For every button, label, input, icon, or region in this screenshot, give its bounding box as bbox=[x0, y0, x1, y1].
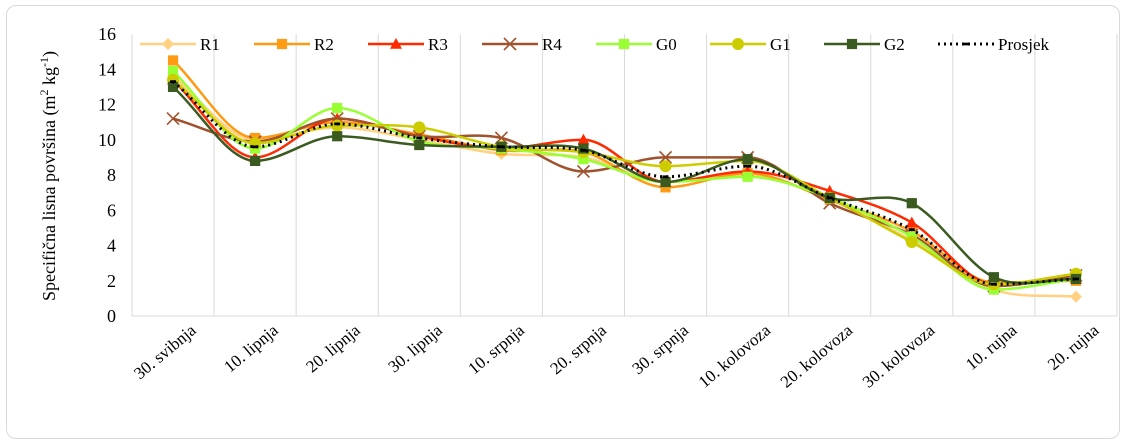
legend-marker bbox=[390, 38, 402, 49]
data-point bbox=[167, 81, 179, 92]
x-tick-label: 30. lipnja bbox=[384, 320, 446, 376]
data-point bbox=[578, 154, 589, 165]
data-point bbox=[826, 196, 833, 200]
legend: R1 R2 R3 R4 G0 G1 G2 Prosjek bbox=[140, 35, 1050, 54]
legend-marker bbox=[846, 38, 858, 50]
data-point bbox=[905, 216, 918, 228]
y-tick-label: 8 bbox=[107, 165, 116, 185]
data-point bbox=[252, 145, 259, 149]
y-axis: 0 2 4 6 8 10 12 14 16 bbox=[98, 24, 116, 326]
data-point bbox=[905, 235, 918, 248]
data-point bbox=[744, 164, 751, 168]
legend-marker bbox=[618, 38, 630, 50]
x-tick-label: 10. rujna bbox=[962, 320, 1021, 374]
series-prosjek bbox=[170, 80, 1079, 286]
data-point bbox=[658, 150, 673, 164]
data-point bbox=[250, 155, 261, 166]
data-point bbox=[498, 145, 505, 149]
legend-item-r1: R1 bbox=[140, 35, 220, 54]
data-point bbox=[166, 112, 180, 126]
x-tick-label: 20. rujna bbox=[1044, 320, 1103, 374]
x-tick-label: 20. lipnja bbox=[302, 320, 364, 376]
data-point bbox=[660, 182, 671, 193]
data-point bbox=[167, 55, 179, 66]
legend-item-prosjek: Prosjek bbox=[938, 35, 1050, 54]
legend-item-r3: R3 bbox=[368, 35, 448, 54]
series-line bbox=[172, 85, 1076, 285]
data-point bbox=[580, 148, 587, 152]
data-point bbox=[1069, 290, 1082, 303]
legend-marker bbox=[963, 42, 969, 46]
y-tick-label: 0 bbox=[107, 306, 116, 326]
data-point bbox=[659, 160, 672, 173]
legend-item-g2: G2 bbox=[824, 35, 905, 54]
data-point bbox=[170, 80, 177, 83]
legend-label: G0 bbox=[656, 35, 677, 54]
y-tick-label: 16 bbox=[98, 24, 116, 44]
x-tick-label: 30. srpnja bbox=[629, 320, 693, 378]
legend-marker bbox=[162, 38, 174, 50]
data-point bbox=[413, 121, 426, 134]
data-point bbox=[576, 164, 591, 179]
data-point bbox=[990, 282, 997, 286]
data-point bbox=[577, 133, 590, 145]
series-line bbox=[172, 70, 1077, 291]
data-point bbox=[578, 143, 589, 154]
x-tick-label: 10. srpnja bbox=[464, 320, 528, 378]
y-tick-label: 4 bbox=[107, 236, 116, 256]
legend-marker bbox=[732, 38, 744, 50]
data-point bbox=[332, 102, 343, 114]
legend-label: G2 bbox=[884, 35, 905, 54]
data-point bbox=[334, 122, 341, 126]
legend-label: R2 bbox=[314, 35, 334, 54]
data-point bbox=[660, 176, 671, 188]
legend-marker bbox=[276, 38, 288, 50]
data-point bbox=[906, 226, 917, 237]
y-tick-label: 12 bbox=[98, 95, 116, 115]
x-tick-label: 20. kolovoza bbox=[777, 320, 857, 391]
legend-item-g1: G1 bbox=[710, 35, 791, 54]
legend-label: R3 bbox=[428, 35, 448, 54]
data-point bbox=[988, 272, 999, 283]
legend-item-g0: G0 bbox=[596, 35, 677, 54]
data-point bbox=[331, 119, 344, 132]
legend-label: G1 bbox=[770, 35, 791, 54]
data-point bbox=[167, 65, 179, 77]
series-line bbox=[172, 78, 1077, 286]
x-tick-label: 30. svibnja bbox=[130, 320, 200, 383]
series-layer bbox=[166, 55, 1083, 303]
legend-marker bbox=[503, 37, 517, 51]
legend-label: R1 bbox=[200, 35, 220, 54]
data-point bbox=[742, 171, 753, 182]
data-point bbox=[1072, 277, 1079, 281]
y-axis-title: Specifična lisna površina (m2 kg-1) bbox=[37, 51, 60, 301]
legend-item-r4: R4 bbox=[482, 35, 562, 54]
x-tick-label: 10. lipnja bbox=[220, 320, 282, 376]
y-tick-label: 14 bbox=[98, 59, 116, 79]
x-axis: 30. svibnja 10. lipnja 20. lipnja 30. lipnj… bbox=[130, 320, 1103, 391]
data-point bbox=[906, 198, 917, 209]
data-point bbox=[332, 131, 343, 142]
data-point bbox=[662, 175, 669, 179]
legend-item-r2: R2 bbox=[254, 35, 334, 54]
series-line bbox=[172, 78, 1077, 286]
y-tick-label: 10 bbox=[98, 130, 116, 150]
data-point bbox=[416, 136, 423, 140]
x-tick-label: 30. kolovoza bbox=[859, 320, 939, 391]
x-tick-label: 10. kolovoza bbox=[695, 320, 775, 391]
legend-label: Prosjek bbox=[998, 35, 1050, 54]
data-point bbox=[908, 228, 915, 231]
y-tick-label: 2 bbox=[107, 271, 116, 291]
x-tick-label: 20. srpnja bbox=[546, 320, 610, 378]
y-tick-label: 6 bbox=[107, 200, 116, 220]
legend-label: R4 bbox=[542, 35, 562, 54]
data-point bbox=[742, 154, 753, 165]
data-point bbox=[414, 139, 425, 151]
